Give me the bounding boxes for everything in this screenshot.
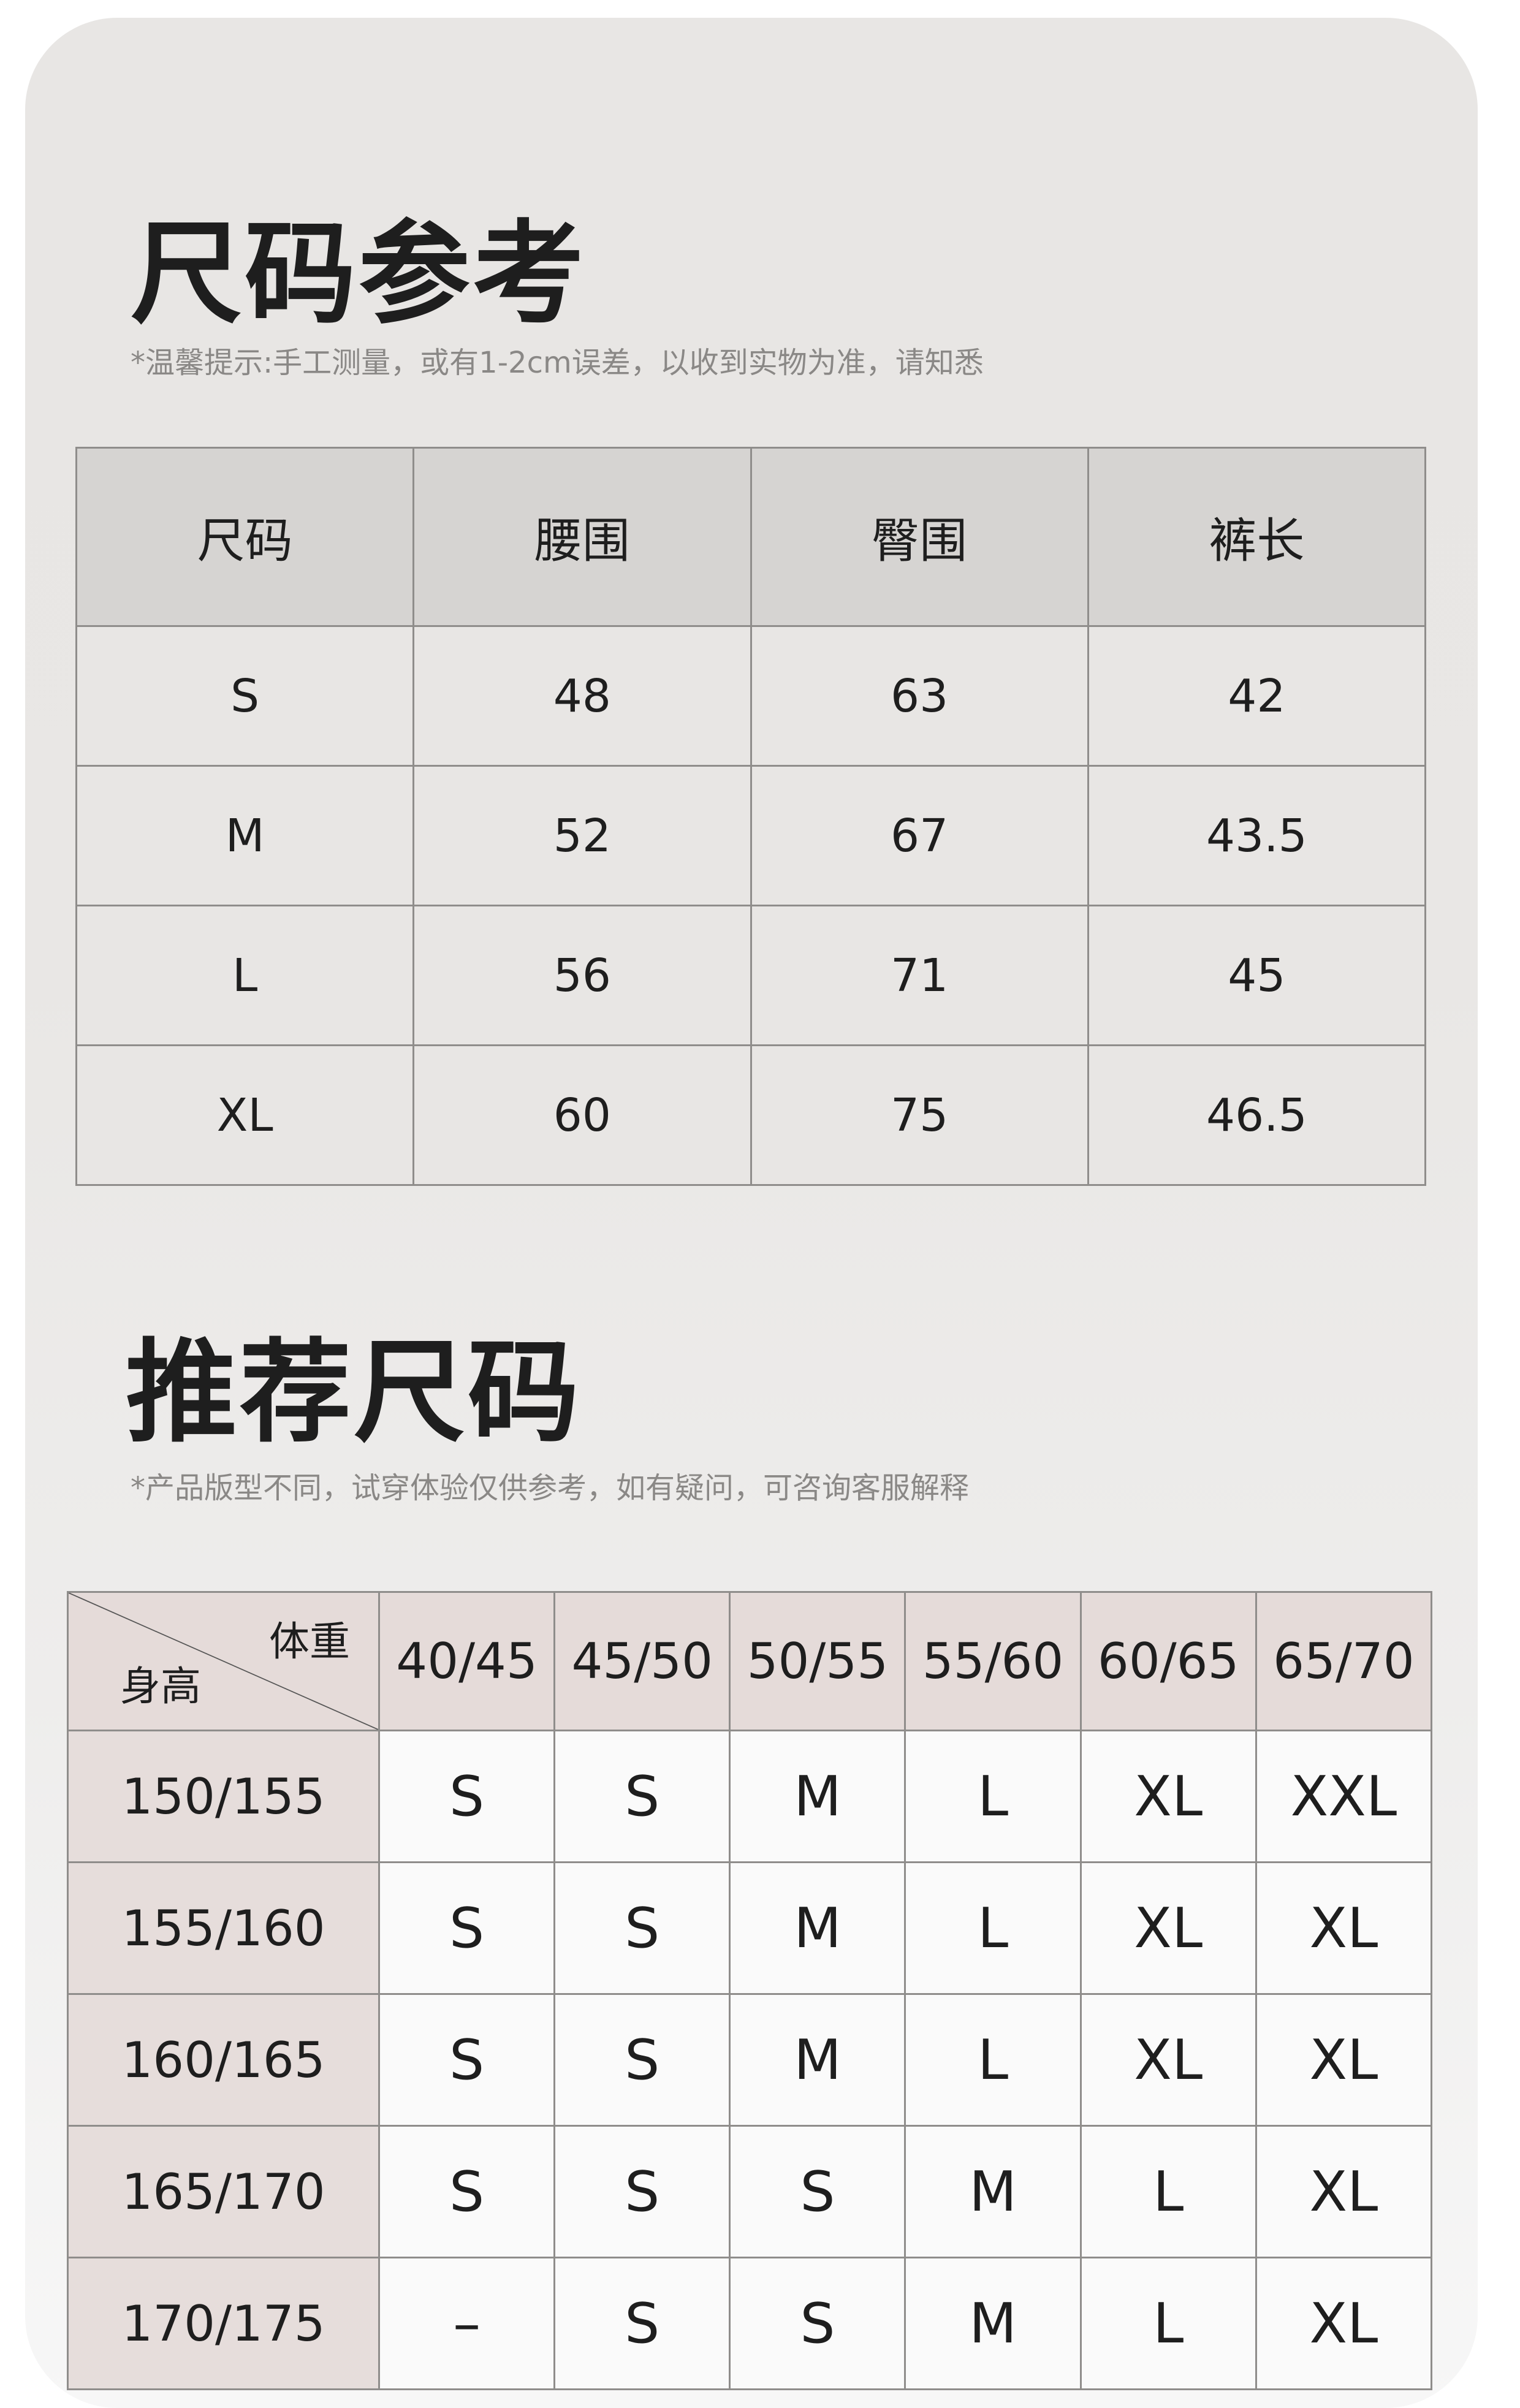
weight-column-header: 55/60 bbox=[904, 1591, 1082, 1731]
height-row-header: 150/155 bbox=[67, 1730, 380, 1863]
size-cell: S bbox=[378, 1993, 556, 2127]
weight-column-header: 45/50 bbox=[553, 1591, 731, 1731]
size-cell: S bbox=[553, 2125, 731, 2258]
table-cell: S bbox=[75, 625, 415, 767]
table-row: 155/160 S S M L XL XL bbox=[67, 1861, 1433, 1995]
height-row-header: 155/160 bbox=[67, 1861, 380, 1995]
table-cell: L bbox=[75, 905, 415, 1046]
recommended-size-table: 体重 身高 40/45 45/50 50/55 55/60 60/65 65/70 150… bbox=[67, 1591, 1433, 2390]
size-cell: M bbox=[729, 1993, 906, 2127]
table-row: L 56 71 45 bbox=[75, 905, 1427, 1046]
table-cell: 71 bbox=[750, 905, 1089, 1046]
size-reference-note: *温馨提示:手工测量，或有1-2cm误差，以收到实物为准，请知悉 bbox=[131, 346, 984, 380]
height-label: 身高 bbox=[120, 1663, 201, 1710]
table-row: 160/165 S S M L XL XL bbox=[67, 1993, 1433, 2127]
table-cell: 45 bbox=[1087, 905, 1427, 1046]
table-cell: 56 bbox=[412, 905, 752, 1046]
height-row-header: 170/175 bbox=[67, 2257, 380, 2390]
size-cell: M bbox=[729, 1861, 906, 1995]
size-cell: S bbox=[729, 2257, 906, 2390]
size-cell: M bbox=[904, 2257, 1082, 2390]
table-cell: M bbox=[75, 765, 415, 906]
column-header: 尺码 bbox=[75, 447, 415, 627]
column-header: 腰围 bbox=[412, 447, 752, 627]
height-row-header: 165/170 bbox=[67, 2125, 380, 2258]
table-header-row: 尺码 腰围 臀围 裤长 bbox=[75, 447, 1427, 627]
table-cell: 48 bbox=[412, 625, 752, 767]
size-cell: S bbox=[378, 2125, 556, 2258]
size-cell: XL bbox=[1255, 2257, 1433, 2390]
table-cell: 60 bbox=[412, 1044, 752, 1186]
size-cell: XXL bbox=[1255, 1730, 1433, 1863]
size-cell: S bbox=[553, 2257, 731, 2390]
weight-column-header: 40/45 bbox=[378, 1591, 556, 1731]
size-cell: L bbox=[1079, 2125, 1257, 2258]
table-cell: XL bbox=[75, 1044, 415, 1186]
table-cell: 42 bbox=[1087, 625, 1427, 767]
size-cell: L bbox=[1079, 2257, 1257, 2390]
size-cell: – bbox=[378, 2257, 556, 2390]
table-cell: 75 bbox=[750, 1044, 1089, 1186]
size-cell: S bbox=[729, 2125, 906, 2258]
size-cell: S bbox=[553, 1993, 731, 2127]
table-cell: 63 bbox=[750, 625, 1089, 767]
size-cell: M bbox=[729, 1730, 906, 1863]
size-cell: L bbox=[904, 1993, 1082, 2127]
height-row-header: 160/165 bbox=[67, 1993, 380, 2127]
table-row: XL 60 75 46.5 bbox=[75, 1044, 1427, 1186]
column-header: 裤长 bbox=[1087, 447, 1427, 627]
corner-header-cell: 体重 身高 bbox=[67, 1591, 380, 1731]
size-reference-table: 尺码 腰围 臀围 裤长 S 48 63 42 M 52 67 43.5 L 56 71 45 XL 60 7… bbox=[75, 447, 1427, 1186]
table-row: 170/175– S S M L XL bbox=[67, 2257, 1433, 2390]
table-cell: 46.5 bbox=[1087, 1044, 1427, 1186]
weight-column-header: 50/55 bbox=[729, 1591, 906, 1731]
size-cell: S bbox=[378, 1861, 556, 1995]
size-cell: XL bbox=[1079, 1861, 1257, 1995]
column-header: 臀围 bbox=[750, 447, 1089, 627]
size-cell: S bbox=[553, 1861, 731, 1995]
table-cell: 52 bbox=[412, 765, 752, 906]
table-row: 150/155 S S M L XL XXL bbox=[67, 1730, 1433, 1863]
size-reference-title: 尺码参考 bbox=[131, 209, 587, 339]
size-cell: XL bbox=[1255, 1993, 1433, 2127]
recommended-size-title: 推荐尺码 bbox=[126, 1327, 582, 1457]
diagonal-divider bbox=[69, 1593, 378, 1729]
table-cell: 43.5 bbox=[1087, 765, 1427, 906]
weight-column-header: 65/70 bbox=[1255, 1591, 1433, 1731]
size-cell: M bbox=[904, 2125, 1082, 2258]
size-cell: XL bbox=[1255, 2125, 1433, 2258]
table-row: M 52 67 43.5 bbox=[75, 765, 1427, 906]
weight-column-header: 60/65 bbox=[1079, 1591, 1257, 1731]
size-cell: XL bbox=[1079, 1993, 1257, 2127]
table-cell: 67 bbox=[750, 765, 1089, 906]
table-row: 165/170 S S S M L XL bbox=[67, 2125, 1433, 2258]
size-cell: XL bbox=[1079, 1730, 1257, 1863]
size-cell: S bbox=[378, 1730, 556, 1863]
size-cell: S bbox=[553, 1730, 731, 1863]
size-cell: L bbox=[904, 1730, 1082, 1863]
recommended-size-note: *产品版型不同，试穿体验仅供参考，如有疑问，可咨询客服解释 bbox=[131, 1471, 970, 1505]
weight-label: 体重 bbox=[269, 1618, 350, 1665]
table-header-row: 体重 身高 40/45 45/50 50/55 55/60 60/65 65/70 bbox=[67, 1591, 1433, 1731]
size-cell: L bbox=[904, 1861, 1082, 1995]
table-row: S 48 63 42 bbox=[75, 625, 1427, 767]
size-cell: XL bbox=[1255, 1861, 1433, 1995]
